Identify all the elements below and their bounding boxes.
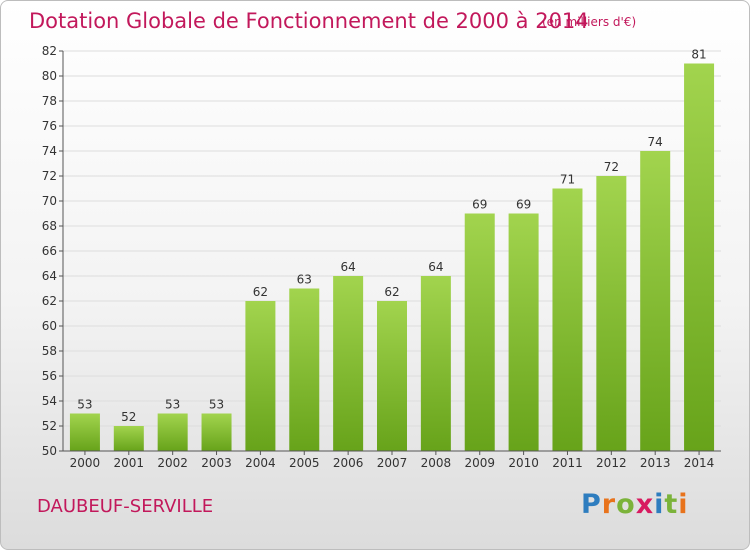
data-label: 53 [165, 398, 180, 412]
bar [157, 413, 188, 451]
y-tick-label: 64 [42, 269, 57, 283]
bars: 53 52 53 53 62 63 64 62 64 69 69 71 72 74 81 [69, 48, 715, 451]
x-tick-label: 2002 [157, 456, 188, 470]
data-label: 53 [209, 398, 224, 412]
y-tick-label: 78 [42, 94, 57, 108]
x-tick-label: 2001 [114, 456, 145, 470]
data-label: 71 [560, 173, 575, 187]
data-label: 69 [472, 198, 487, 212]
bar [684, 63, 715, 451]
logo-letter: o [616, 489, 636, 520]
bar [464, 213, 495, 451]
x-tick-label: 2006 [333, 456, 364, 470]
bar [289, 288, 320, 451]
logo-letter: P [581, 489, 602, 520]
x-tick-label: 2014 [684, 456, 715, 470]
bar [245, 301, 276, 451]
logo-letter: r [601, 489, 617, 520]
y-tick-label: 82 [42, 44, 57, 58]
commune-name: DAUBEUF-SERVILLE [37, 496, 214, 517]
y-tick-label: 50 [42, 444, 57, 458]
x-tick-label: 2003 [201, 456, 232, 470]
proxiti-logo: Proxiti [581, 489, 689, 520]
x-tick-label: 2005 [289, 456, 320, 470]
y-tick-label: 80 [42, 69, 57, 83]
x-tick-label: 2008 [421, 456, 452, 470]
bar [333, 276, 364, 451]
y-tick-label: 54 [42, 394, 57, 408]
bar [69, 413, 100, 451]
y-tick-label: 52 [42, 419, 57, 433]
y-tick-label: 60 [42, 319, 57, 333]
data-label: 64 [340, 260, 355, 274]
y-tick-label: 58 [42, 344, 57, 358]
x-tick-label: 2009 [464, 456, 495, 470]
logo-letter: i [654, 489, 665, 520]
axes: 50 52 54 56 58 60 62 64 66 68 70 72 74 76 78 80 82 2000 20… [42, 44, 721, 470]
bar [113, 426, 144, 451]
bar [377, 301, 407, 451]
chart-title: Dotation Globale de Fonctionnement de 20… [29, 9, 589, 33]
data-label: 72 [604, 160, 619, 174]
x-tick-label: 2000 [70, 456, 101, 470]
bar [420, 276, 451, 451]
data-label: 69 [516, 198, 531, 212]
y-tick-label: 56 [42, 369, 57, 383]
data-label: 81 [691, 48, 706, 62]
x-tick-label: 2012 [596, 456, 627, 470]
data-label: 62 [253, 285, 268, 299]
x-tick-label: 2013 [640, 456, 671, 470]
y-tick-label: 66 [42, 244, 57, 258]
y-tick-label: 74 [42, 144, 57, 158]
y-tick-label: 72 [42, 169, 57, 183]
data-label: 62 [384, 285, 399, 299]
data-label: 64 [428, 260, 443, 274]
data-label: 52 [121, 410, 136, 424]
bar [508, 213, 539, 451]
data-label: 63 [297, 273, 312, 287]
x-tick-label: 2007 [377, 456, 408, 470]
bar [552, 188, 583, 451]
data-label: 74 [648, 135, 663, 149]
chart-unit: (en milliers d'€) [542, 15, 637, 29]
logo-letter: x [635, 489, 655, 520]
data-label: 53 [77, 398, 92, 412]
y-tick-label: 62 [42, 294, 57, 308]
logo-letter: i [678, 489, 689, 520]
y-tick-label: 76 [42, 119, 57, 133]
y-tick-label: 68 [42, 219, 57, 233]
logo-letter: t [664, 489, 679, 520]
bar [596, 176, 627, 451]
y-tick-label: 70 [42, 194, 57, 208]
x-tick-label: 2004 [245, 456, 276, 470]
x-tick-label: 2011 [552, 456, 583, 470]
x-tick-label: 2010 [508, 456, 539, 470]
bar [201, 413, 232, 451]
bar [640, 151, 671, 451]
